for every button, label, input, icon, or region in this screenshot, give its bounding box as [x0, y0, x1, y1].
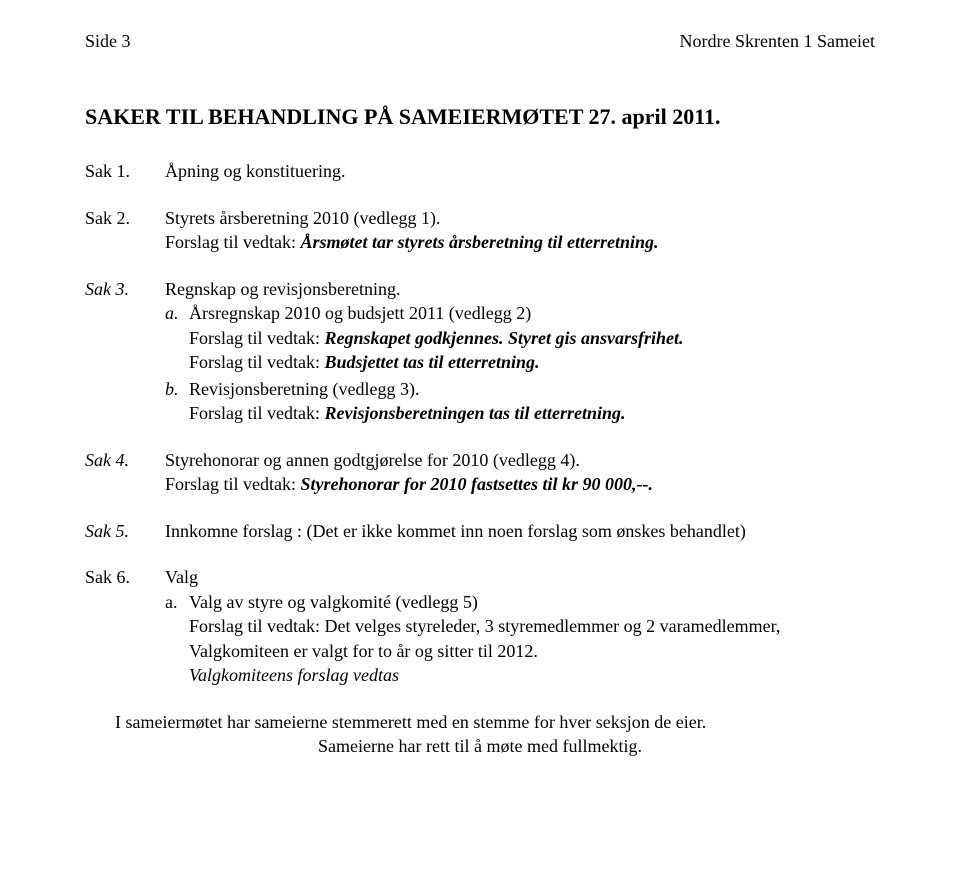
footer-l2: Sameierne har rett til å møte med fullme… [85, 735, 875, 758]
header-right: Nordre Skrenten 1 Sameiet [680, 30, 875, 53]
main-heading: SAKER TIL BEHANDLING PÅ SAMEIERMØTET 27.… [85, 103, 875, 131]
sak-4-l1: Styrehonorar og annen godtgjørelse for 2… [165, 449, 875, 472]
sak-3-a-l2-em: Regnskapet godkjennes. Styret gis ansvar… [324, 328, 683, 348]
sak-3-line1: Regnskap og revisjonsberetning. [165, 278, 875, 301]
sak-5-label: Sak 5. [85, 520, 165, 545]
sak-5-text: Innkomne forslag : (Det er ikke kommet i… [165, 520, 875, 543]
sak-6-a: a. Valg av styre og valgkomité (vedlegg … [165, 591, 875, 689]
sak-6-label: Sak 6. [85, 566, 165, 689]
sak-1-label: Sak 1. [85, 160, 165, 185]
sak-2-line2: Forslag til vedtak: Årsmøtet tar styrets… [165, 231, 875, 254]
sak-3-b-l2: Forslag til vedtak: Revisjonsberetningen… [189, 402, 875, 425]
sak-3-b-letter: b. [165, 378, 189, 427]
sak-6-a-l1: Valg av styre og valgkomité (vedlegg 5) [189, 591, 875, 614]
sak-3-a-l3-em: Budsjettet tas til etterretning. [324, 352, 539, 372]
sak-3-b-l1: Revisjonsberetning (vedlegg 3). [189, 378, 875, 401]
sak-6-a-l4: Valgkomiteens forslag vedtas [189, 664, 875, 687]
header-left: Side 3 [85, 30, 131, 53]
sak-3-a-l2-prefix: Forslag til vedtak: [189, 328, 324, 348]
sak-4-l2-em: Styrehonorar for 2010 fastsettes til kr … [300, 474, 653, 494]
sak-3: Sak 3. Regnskap og revisjonsberetning. a… [85, 278, 875, 427]
sak-3-a-letter: a. [165, 302, 189, 376]
sak-4-label: Sak 4. [85, 449, 165, 498]
sak-2-line1: Styrets årsberetning 2010 (vedlegg 1). [165, 207, 875, 230]
sak-4-l2: Forslag til vedtak: Styrehonorar for 201… [165, 473, 875, 496]
sak-6-a-letter: a. [165, 591, 189, 689]
sak-1: Sak 1. Åpning og konstituering. [85, 160, 875, 185]
footer-l1: I sameiermøtet har sameierne stemmerett … [85, 711, 875, 734]
footer-block: I sameiermøtet har sameierne stemmerett … [85, 711, 875, 758]
sak-3-a-l3: Forslag til vedtak: Budsjettet tas til e… [189, 351, 875, 374]
sak-3-a-l1: Årsregnskap 2010 og budsjett 2011 (vedle… [189, 302, 875, 325]
sak-4-l2-prefix: Forslag til vedtak: [165, 474, 300, 494]
sak-3-a: a. Årsregnskap 2010 og budsjett 2011 (ve… [165, 302, 875, 376]
sak-6-l1: Valg [165, 566, 875, 589]
sak-3-a-l2: Forslag til vedtak: Regnskapet godkjenne… [189, 327, 875, 350]
sak-3-b-l2-prefix: Forslag til vedtak: [189, 403, 324, 423]
sak-3-b: b. Revisjonsberetning (vedlegg 3). Forsl… [165, 378, 875, 427]
sak-3-a-l3-prefix: Forslag til vedtak: [189, 352, 324, 372]
sak-5: Sak 5. Innkomne forslag : (Det er ikke k… [85, 520, 875, 545]
sak-2-label: Sak 2. [85, 207, 165, 256]
sak-3-b-l2-em: Revisjonsberetningen tas til etterretnin… [324, 403, 625, 423]
sak-6-a-l2: Forslag til vedtak: Det velges styrelede… [189, 615, 875, 638]
sak-4: Sak 4. Styrehonorar og annen godtgjørels… [85, 449, 875, 498]
sak-6: Sak 6. Valg a. Valg av styre og valgkomi… [85, 566, 875, 689]
sak-2-line2-em: Årsmøtet tar styrets årsberetning til et… [300, 232, 658, 252]
sak-1-text: Åpning og konstituering. [165, 160, 875, 183]
sak-2-line2-prefix: Forslag til vedtak: [165, 232, 300, 252]
sak-6-a-l3: Valgkomiteen er valgt for to år og sitte… [189, 640, 875, 663]
sak-2: Sak 2. Styrets årsberetning 2010 (vedleg… [85, 207, 875, 256]
sak-3-label: Sak 3. [85, 278, 165, 427]
page-header: Side 3 Nordre Skrenten 1 Sameiet [85, 30, 875, 53]
